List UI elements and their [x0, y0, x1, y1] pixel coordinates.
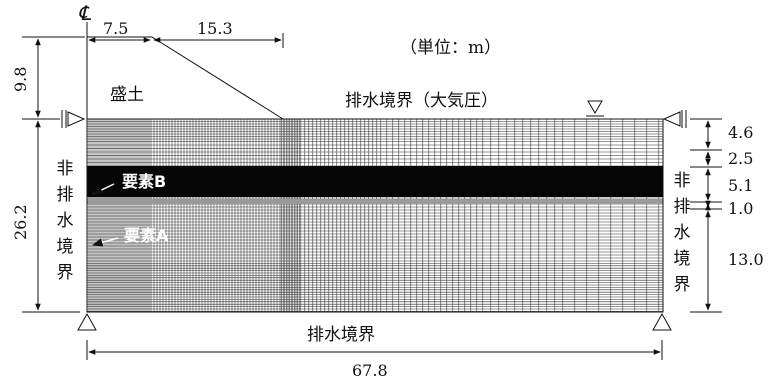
layer-dimensions: 4.6 2.5 5.1 1.0 13.0	[690, 118, 764, 313]
element-a-arrow	[91, 237, 119, 247]
dim-ground-depth: 26.2	[11, 204, 30, 240]
vertical-label-char: 排	[57, 185, 74, 205]
mesh-outline	[86, 118, 664, 313]
centerline-symbol: ℄	[78, 1, 92, 25]
layer-dimension-label: 5.1	[728, 176, 753, 195]
embankment-label: 盛土	[110, 85, 144, 105]
bottom-left-support	[77, 312, 97, 331]
vertical-label-char: 排	[674, 197, 691, 217]
vertical-label-char: 境	[674, 249, 691, 269]
vertical-label-char: 非	[57, 159, 74, 179]
layer-dimension-label: 4.6	[728, 123, 753, 142]
dim-total-width: 67.8	[352, 361, 388, 380]
dim-embank-crest: 7.5	[103, 19, 128, 38]
vertical-label-char: 水	[674, 223, 691, 243]
vertical-label-char: 非	[674, 171, 691, 191]
top-drainage-label: 排水境界（大気圧）	[345, 91, 498, 111]
dense-mesh-band	[87, 166, 663, 197]
element-b-label: 要素B	[122, 172, 166, 191]
unit-label: （単位：m）	[400, 38, 501, 58]
embankment-outline	[86, 36, 284, 120]
vertical-label-char: 界	[674, 275, 691, 295]
bottom-drainage-label: 排水境界	[307, 325, 375, 345]
element-b-arrow	[92, 183, 115, 195]
left-roller-support	[61, 110, 86, 128]
vertical-label-char: 水	[57, 211, 74, 231]
vertical-label-char: 境	[57, 237, 74, 257]
water-level-triangle	[587, 100, 603, 114]
layer-dimension-label: 13.0	[728, 250, 764, 269]
thin-light-layer	[87, 199, 663, 204]
finite-element-mesh	[86, 118, 664, 313]
dim-embank-slope: 15.3	[197, 19, 233, 38]
dim-embank-height: 9.8	[11, 67, 30, 92]
layer-dimension-label: 2.5	[728, 149, 753, 168]
layer-dimension-label: 1.0	[728, 199, 753, 218]
vertical-label-char: 界	[57, 263, 74, 283]
bottom-right-support	[652, 312, 672, 331]
right-roller-support	[662, 110, 687, 128]
element-a-label: 要素A	[124, 226, 169, 245]
